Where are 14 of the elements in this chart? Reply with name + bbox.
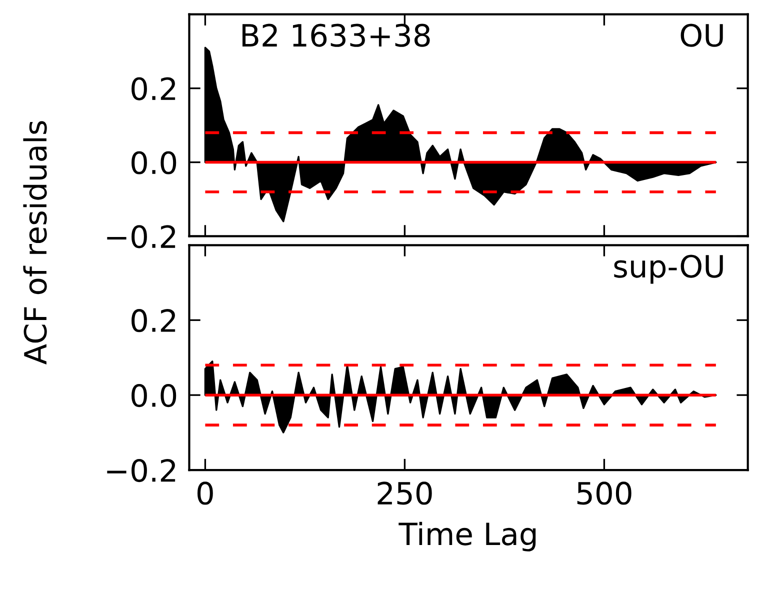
y-tick-label: 0.0 [132,151,176,174]
y-axis-title: ACF of residuals [23,121,47,365]
y-tick-label: 0.2 [132,77,176,100]
y-tick-label: 0.0 [132,384,176,408]
annotation: sup-OU [614,254,723,284]
x-tick-label: 0 [197,482,213,505]
x-tick-label: 500 [577,482,632,505]
y-tick-label: −0.2 [107,458,176,482]
annotation: B2 1633+38 [242,24,430,47]
x-axis-title: Time Lag [398,522,536,552]
y-tick-label: 0.2 [132,309,176,332]
x-tick-label: 250 [378,482,432,505]
y-tick-label: −0.2 [107,225,176,248]
annotation: OU [680,24,723,47]
